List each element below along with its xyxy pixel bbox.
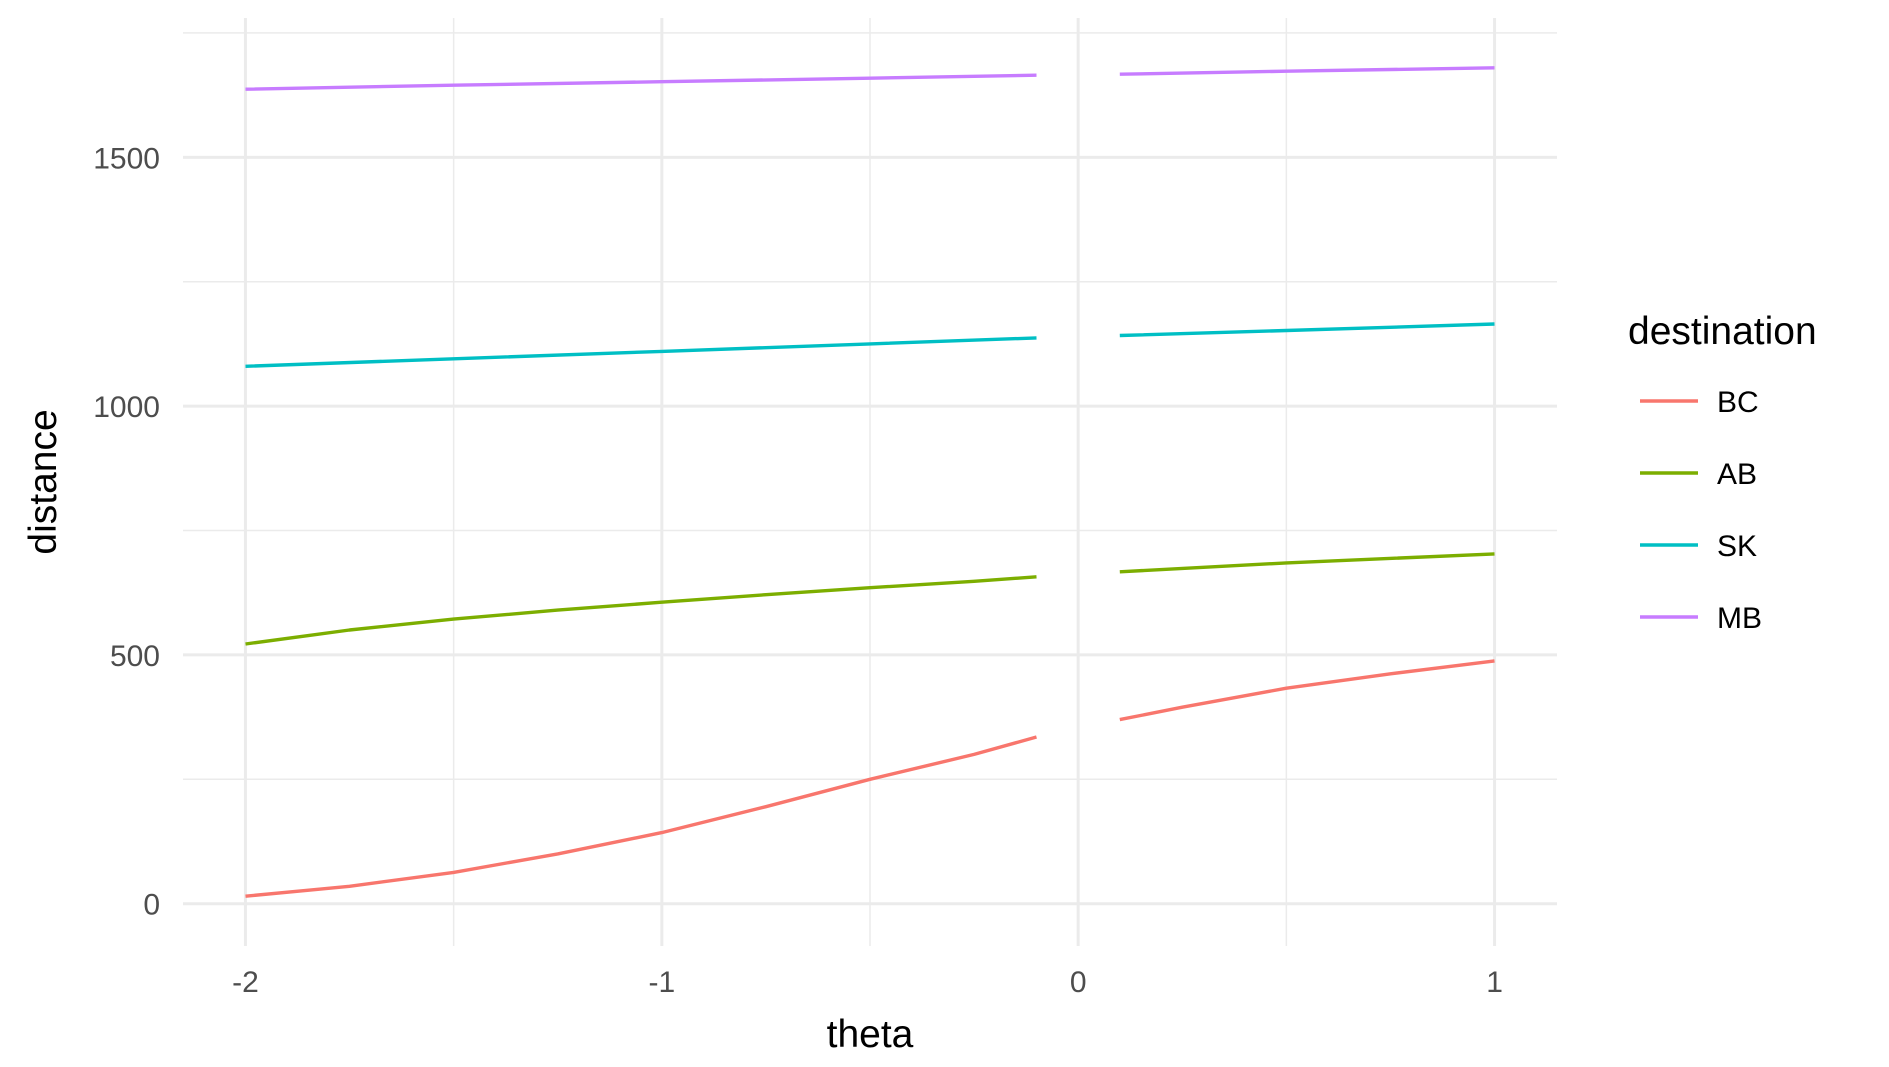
legend-item-bc: BC <box>1640 386 1759 419</box>
legend-label: AB <box>1717 458 1757 491</box>
x-tick-label: -2 <box>232 966 259 999</box>
y-tick-label: 1000 <box>93 391 160 424</box>
legend-items: BC AB SK MB <box>1640 386 1762 635</box>
legend-label: MB <box>1717 602 1762 635</box>
legend: destination BC AB SK MB <box>1628 310 1817 635</box>
x-tick-label: 0 <box>1070 966 1087 999</box>
legend-item-sk: SK <box>1640 530 1757 563</box>
gridlines <box>183 18 1557 946</box>
legend-title: destination <box>1628 310 1817 353</box>
x-axis-title: theta <box>827 1013 914 1056</box>
series-line-bc-segment-1 <box>1119 659 1495 722</box>
series-lines <box>245 66 1495 898</box>
x-tick-label: 1 <box>1486 966 1503 999</box>
y-tick-label: 0 <box>143 889 160 922</box>
y-axis-title: distance <box>22 409 65 554</box>
legend-label: BC <box>1717 386 1759 419</box>
legend-item-ab: AB <box>1640 458 1757 491</box>
y-tick-label: 500 <box>110 640 160 673</box>
tick-labels: -2 -1 0 1 0 500 1000 1500 <box>93 142 1503 999</box>
series-line-bc-segment-0 <box>245 735 1037 898</box>
series-line-mb-segment-0 <box>245 73 1037 91</box>
series-line-sk-segment-1 <box>1119 322 1495 338</box>
series-line-sk-segment-0 <box>245 336 1037 368</box>
legend-label: SK <box>1717 530 1757 563</box>
series-line-ab-segment-0 <box>245 575 1037 646</box>
series-line-mb-segment-1 <box>1119 66 1495 76</box>
x-tick-label: -1 <box>648 966 675 999</box>
series-line-ab-segment-1 <box>1119 552 1495 574</box>
y-tick-label: 1500 <box>93 142 160 175</box>
legend-item-mb: MB <box>1640 602 1762 635</box>
